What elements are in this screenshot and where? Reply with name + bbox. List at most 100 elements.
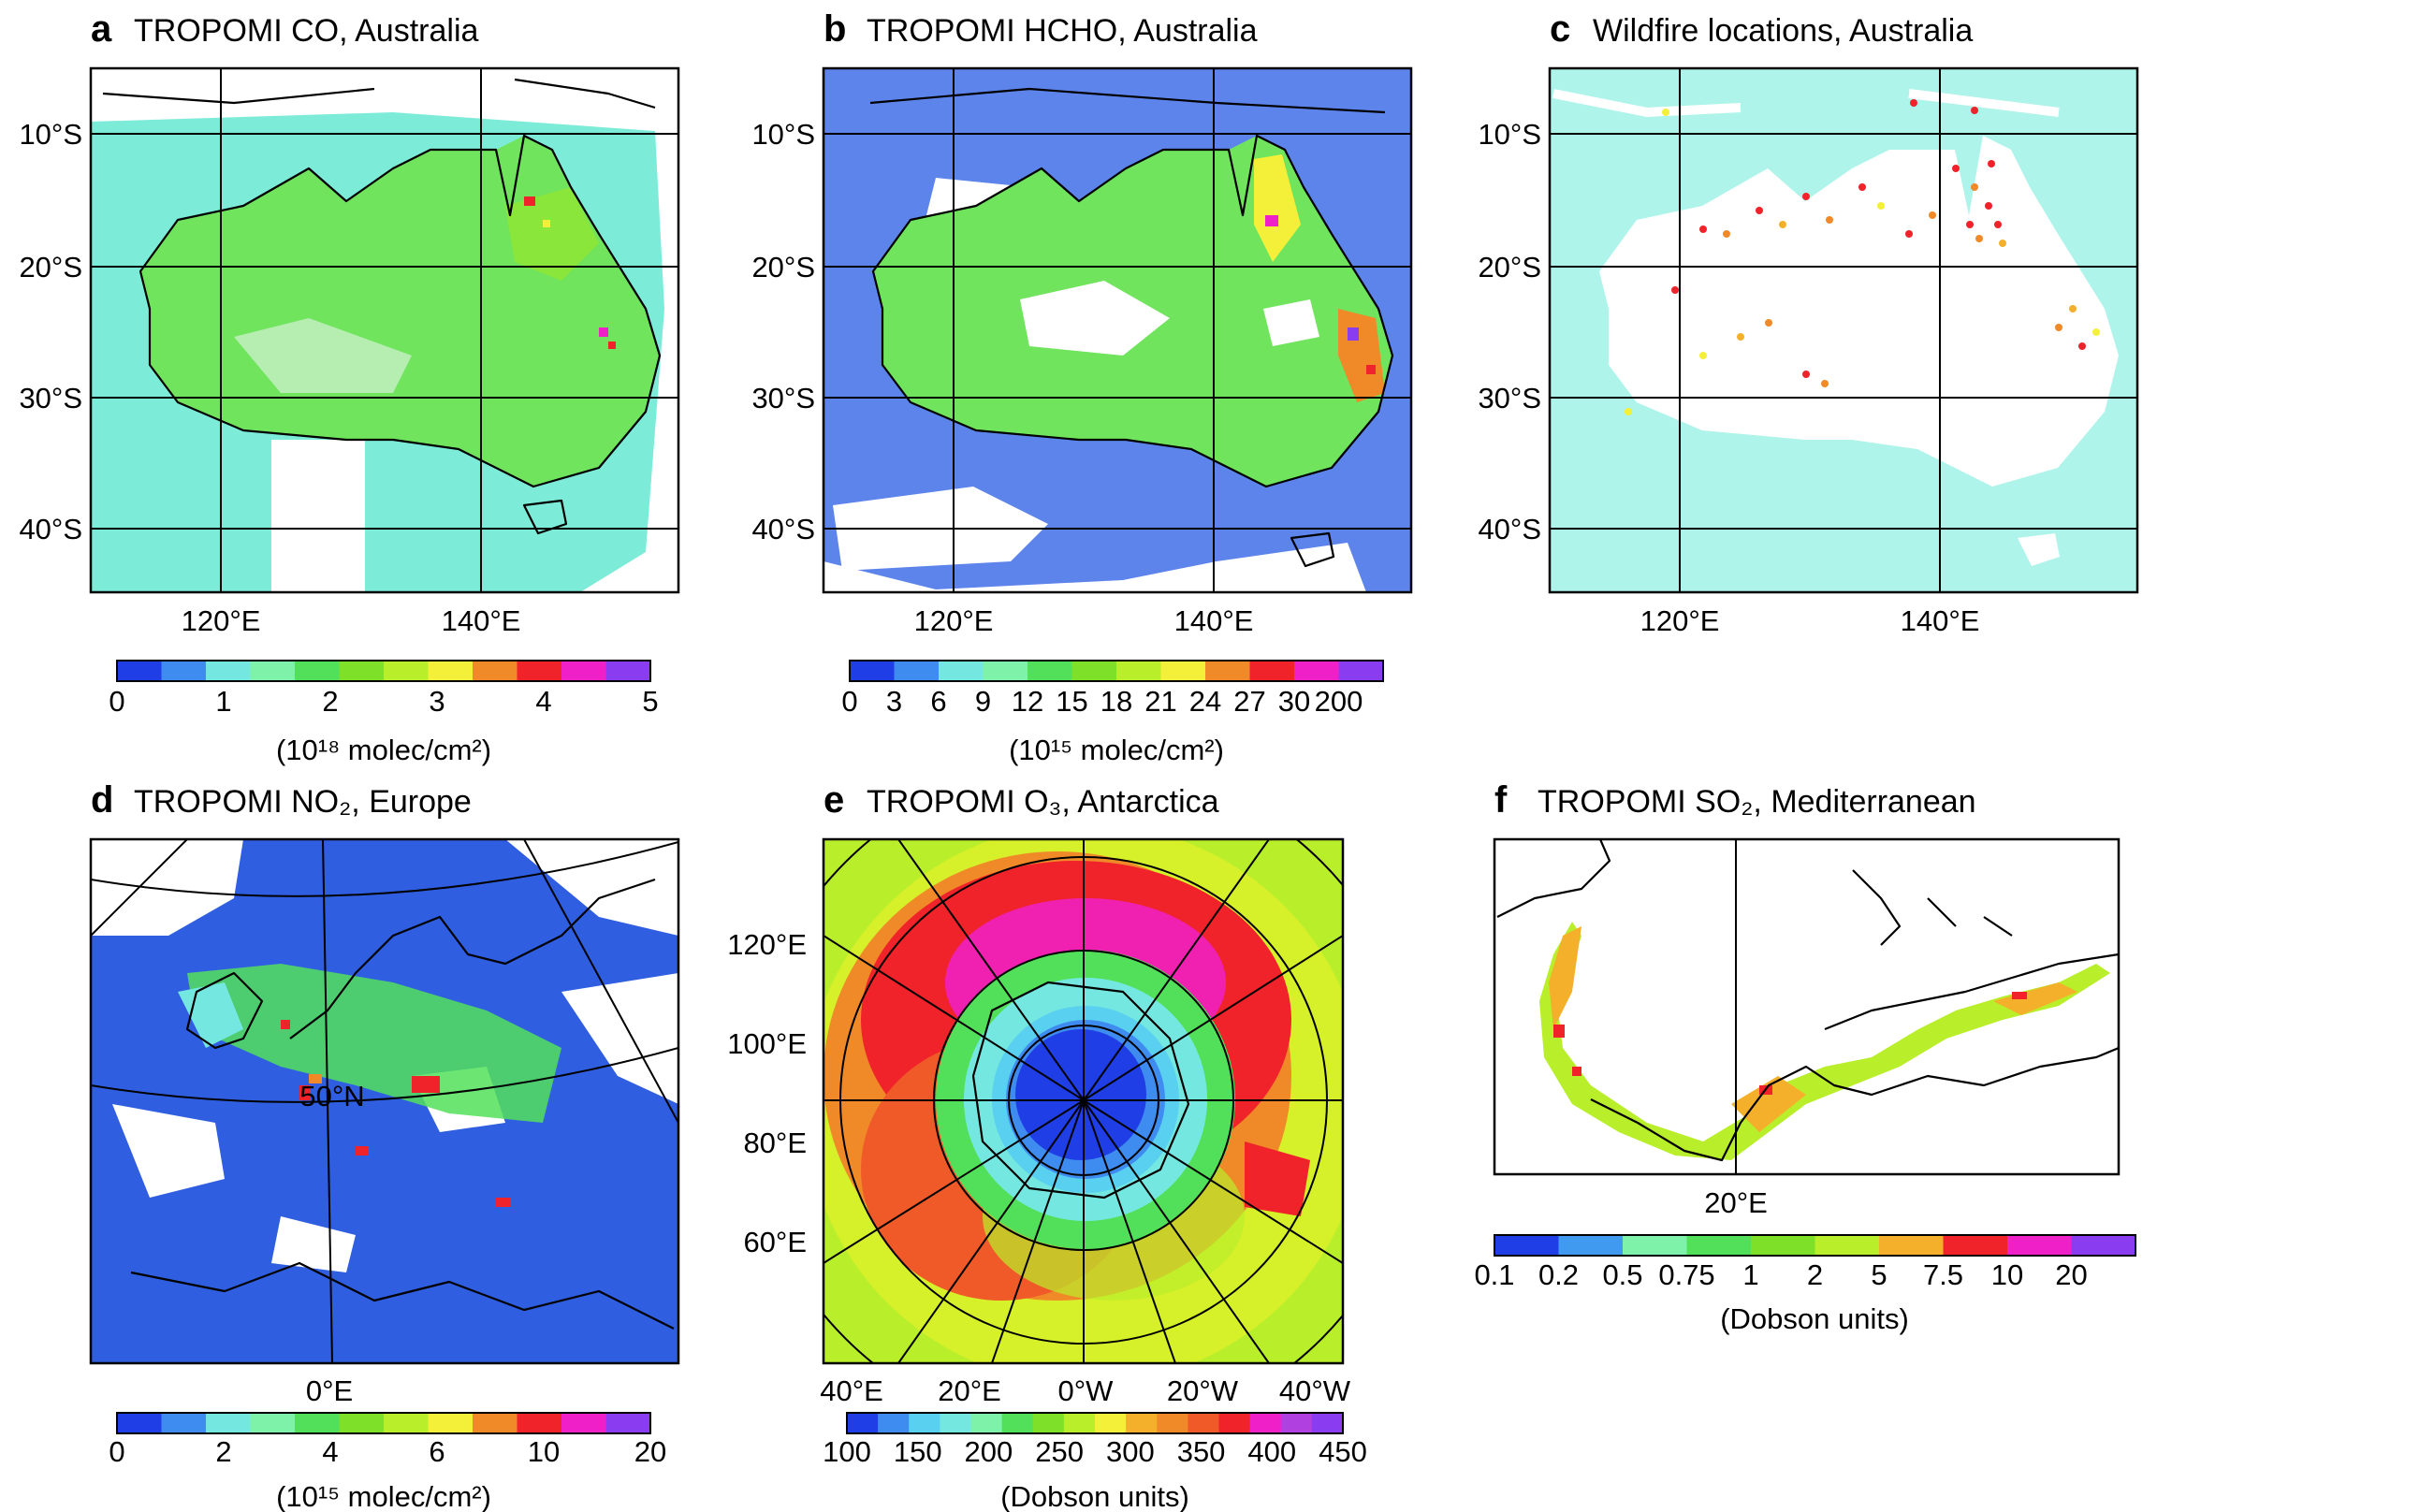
- panel-c-lon-tick: 140°E: [1901, 604, 1980, 637]
- panel-a-colorbar-units: (10¹⁸ molec/cm²): [276, 734, 491, 766]
- panel-d-title: TROPOMI NO₂, Europe: [134, 784, 472, 820]
- panel-e-lat-tick: 60°E: [743, 1226, 807, 1258]
- panel-b-lat-tick: 10°S: [751, 118, 815, 151]
- panel-d-grid-label: 50°N: [299, 1080, 364, 1112]
- panel-a-title: TROPOMI CO, Australia: [134, 13, 478, 49]
- colorbar-swatch: [1623, 1235, 1687, 1256]
- colorbar-swatch: [970, 1413, 1003, 1433]
- panel-b-lon-tick: 120°E: [914, 604, 994, 637]
- colorbar-swatch: [339, 1413, 385, 1433]
- panel-c-lat-tick: 40°S: [1478, 513, 1541, 545]
- colorbar-tick-label: 0.2: [1538, 1258, 1579, 1291]
- colorbar-tick-label: 1: [1742, 1258, 1758, 1291]
- colorbar-tick-label: 2: [1807, 1258, 1823, 1291]
- panel-e-lat-tick: 100°E: [727, 1027, 807, 1060]
- colorbar-swatch: [473, 661, 517, 681]
- panel-b: b TROPOMI HCHO, Australia 10°S: [751, 8, 1413, 766]
- colorbar-tick-label: 4: [535, 685, 551, 718]
- colorbar-tick-label: 6: [429, 1435, 445, 1468]
- colorbar-tick-label: 10: [1991, 1258, 2023, 1291]
- panel-c-lat-tick: 10°S: [1478, 118, 1541, 151]
- panel-b-lat-tick: 40°S: [751, 513, 815, 545]
- colorbar-swatch: [1249, 661, 1295, 681]
- colorbar-swatch: [1338, 661, 1384, 681]
- colorbar-swatch: [1205, 661, 1250, 681]
- panel-c-title: Wildfire locations, Australia: [1593, 13, 1973, 49]
- panel-e: e TROPOMI O₃, Antarctica: [727, 779, 1367, 1512]
- panel-f: f TROPOMI SO₂, Mediterranean 20°E 0.1 0.2…: [1474, 779, 2136, 1335]
- colorbar-swatch: [1001, 1413, 1034, 1433]
- panel-b-title: TROPOMI HCHO, Australia: [867, 13, 1258, 49]
- colorbar-swatch: [1249, 1413, 1282, 1433]
- colorbar-swatch: [1558, 1235, 1624, 1256]
- colorbar-swatch: [1095, 1413, 1127, 1433]
- colorbar-swatch: [1116, 661, 1161, 681]
- panel-c-lat-tick: 30°S: [1478, 382, 1541, 414]
- colorbar-swatch: [878, 1413, 910, 1433]
- colorbar-swatch: [1815, 1235, 1880, 1256]
- panel-e-label: e: [823, 779, 844, 821]
- panel-d-colorbar-units: (10¹⁵ molec/cm²): [276, 1480, 491, 1512]
- panel-a-lon-tick: 120°E: [182, 604, 261, 637]
- colorbar-tick-label: 450: [1319, 1435, 1367, 1468]
- panel-a-lat-tick: 20°S: [19, 251, 82, 284]
- colorbar-tick-label: 0: [109, 1435, 124, 1468]
- colorbar-swatch: [295, 1413, 340, 1433]
- colorbar-swatch: [1160, 661, 1206, 681]
- colorbar-tick-label: 0.1: [1474, 1258, 1514, 1291]
- colorbar-tick-label: 0: [841, 685, 857, 718]
- colorbar-swatch: [939, 661, 984, 681]
- panel-e-polar-grid: [823, 839, 1343, 1363]
- panel-c-label: c: [1550, 8, 1570, 50]
- colorbar-frame: [846, 1412, 1344, 1434]
- colorbar-swatch: [1126, 1413, 1158, 1433]
- colorbar-frame: [1494, 1234, 2136, 1257]
- colorbar-tick-label: 20: [2055, 1258, 2087, 1291]
- colorbar-swatch: [384, 1413, 429, 1433]
- panel-c-fire-markers: [1625, 99, 2100, 415]
- panel-c-lat-tick: 20°S: [1478, 251, 1541, 284]
- colorbar-tick-label: 18: [1100, 685, 1132, 718]
- colorbar-swatch: [1028, 661, 1072, 681]
- colorbar-frame: [116, 1412, 651, 1434]
- panel-f-label: f: [1494, 779, 1508, 821]
- colorbar-swatch: [1294, 661, 1339, 681]
- panel-e-colorbar-units: (Dobson units): [1000, 1480, 1189, 1512]
- colorbar-swatch: [517, 661, 562, 681]
- colorbar-swatch: [605, 661, 651, 681]
- colorbar-swatch: [117, 1413, 162, 1433]
- colorbar-tick-label: 0: [109, 685, 124, 718]
- panel-d-colorbar: 0 2 4 6 10 20: [109, 1412, 666, 1468]
- panel-b-lat-tick: 20°S: [751, 251, 815, 284]
- colorbar-tick-label: 27: [1233, 685, 1265, 718]
- panel-b-colorbar-units: (10¹⁵ molec/cm²): [1009, 734, 1224, 766]
- colorbar-swatch: [1943, 1235, 2008, 1256]
- colorbar-swatch: [1751, 1235, 1815, 1256]
- panel-e-lat-tick: 80°E: [743, 1127, 807, 1159]
- colorbar-tick-label: 21: [1144, 685, 1176, 718]
- colorbar-tick-label: 5: [642, 685, 658, 718]
- colorbar-tick-label: 6: [930, 685, 946, 718]
- colorbar-swatch: [428, 1413, 474, 1433]
- colorbar-tick-label: 0.75: [1658, 1258, 1714, 1291]
- panel-b-coastline: [871, 134, 1394, 488]
- colorbar-tick-label: 1: [215, 685, 231, 718]
- panel-e-map: [823, 839, 1343, 1363]
- colorbar-swatch: [561, 1413, 606, 1433]
- panel-c: c Wildfire locations, Australia: [1478, 8, 2139, 637]
- panel-e-lon-tick: 0°W: [1058, 1374, 1115, 1407]
- colorbar-tick-label: 300: [1106, 1435, 1155, 1468]
- colorbar-tick-label: 200: [1315, 685, 1363, 718]
- panel-b-lat-tick: 30°S: [751, 382, 815, 414]
- panel-c-map: [1550, 68, 2137, 592]
- panel-b-colorbar: 0 3 6 9 12 15 18 21 24 27 30 200: [841, 660, 1384, 718]
- colorbar-tick-label: 2: [215, 1435, 231, 1468]
- colorbar-swatch: [850, 661, 895, 681]
- panel-a-colorbar: 0 1 2 3 4 5: [109, 660, 659, 718]
- panel-f-lon-tick: 20°E: [1704, 1186, 1768, 1219]
- colorbar-tick-label: 9: [975, 685, 991, 718]
- panel-f-title: TROPOMI SO₂, Mediterranean: [1538, 784, 1976, 820]
- colorbar-tick-label: 12: [1012, 685, 1043, 718]
- colorbar-swatch: [206, 661, 251, 681]
- panel-f-coastline: [1496, 839, 2119, 1162]
